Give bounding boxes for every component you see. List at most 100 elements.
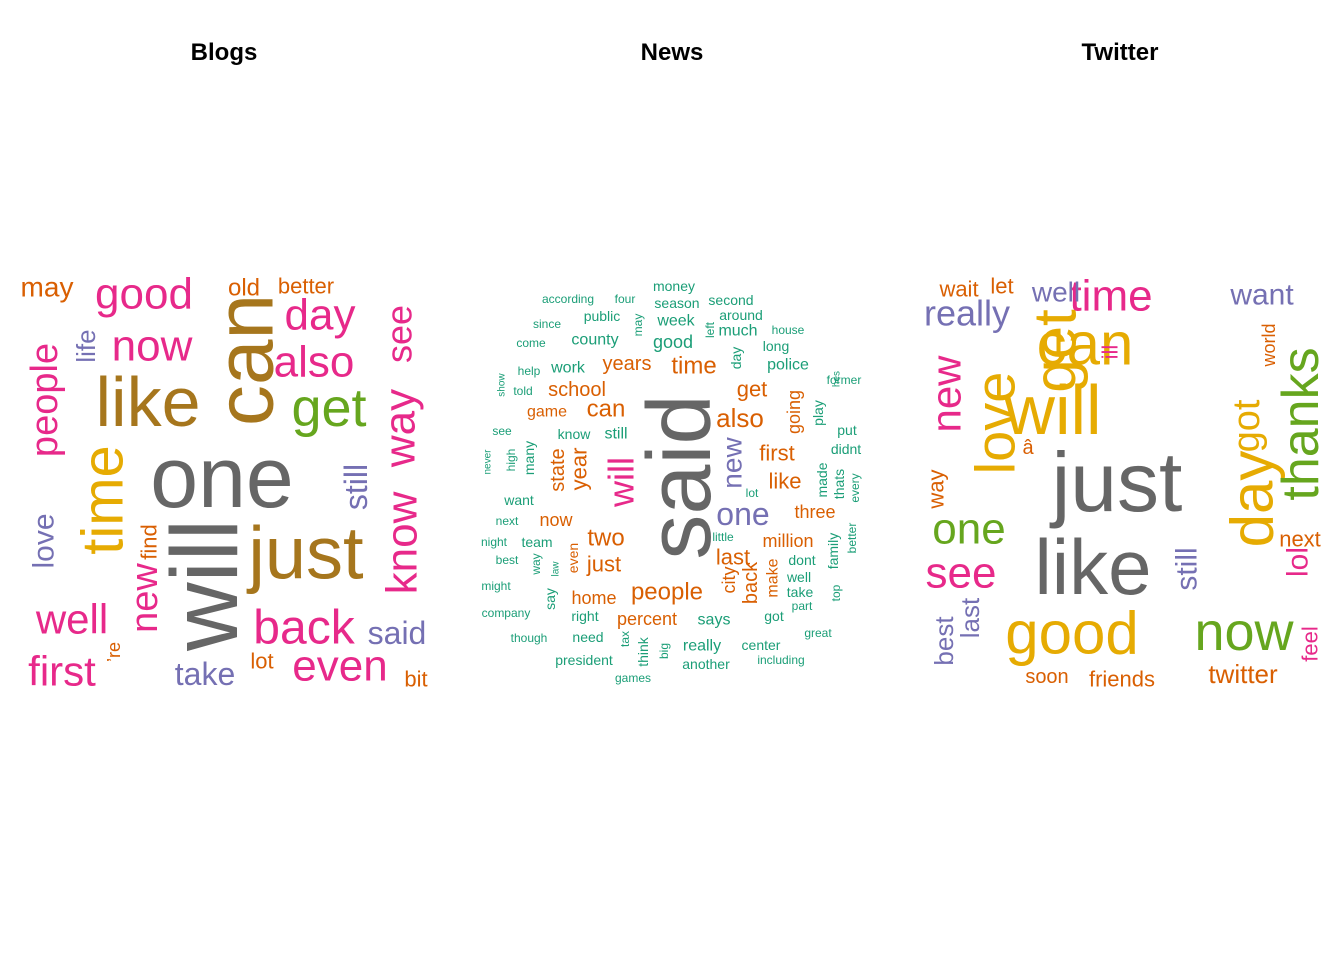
news-word-company: company xyxy=(482,606,531,620)
news-word-around: around xyxy=(719,307,763,323)
twitter-panel: Twitter just like will can get love good day got… xyxy=(896,0,1344,960)
news-word-time: time xyxy=(671,353,716,380)
news-word-percent: percent xyxy=(617,609,677,629)
news-word-money: money xyxy=(653,278,695,294)
twitter-title: Twitter xyxy=(1081,39,1159,66)
news-word-city: city xyxy=(719,567,739,594)
twitter-word-next: next xyxy=(1279,527,1321,552)
blogs-word-like: like xyxy=(95,363,200,441)
news-word-really: really xyxy=(683,638,721,655)
news-word-might: might xyxy=(481,579,511,593)
blogs-title: Blogs xyxy=(190,39,258,66)
blogs-word-back: back xyxy=(253,602,355,655)
twitter-word-best: best xyxy=(929,616,959,666)
blogs-panel: Blogs will one can like just time get good now da… xyxy=(0,0,448,960)
news-word-even: even xyxy=(565,543,581,573)
news-word-long: long xyxy=(763,338,789,354)
twitter-word-wait: wait xyxy=(938,277,978,302)
news-word-tax: tax xyxy=(618,631,632,647)
news-word-game: game xyxy=(527,404,567,421)
twitter-word-lol: lol xyxy=(1282,547,1315,577)
twitter-word-let: let xyxy=(990,274,1013,299)
news-word-house: house xyxy=(772,323,805,337)
news-word-big: big xyxy=(657,643,671,659)
news-word-one: one xyxy=(716,496,769,532)
twitter-word-one: one xyxy=(932,505,1005,554)
news-word-since: since xyxy=(533,317,561,331)
news-word-million: million xyxy=(762,531,813,551)
news-word-public: public xyxy=(584,308,621,324)
news-word-first: first xyxy=(759,441,794,466)
news-word-well: well xyxy=(786,569,811,585)
blogs-word-time: time xyxy=(71,445,136,555)
twitter-word-last: last xyxy=(955,597,985,638)
blogs-word-get: get xyxy=(291,378,366,438)
news-word-never: never xyxy=(483,449,494,475)
news-word-president: president xyxy=(555,652,613,668)
news-word-come: come xyxy=(516,336,546,350)
news-word-see: see xyxy=(492,424,512,438)
news-word-going: going xyxy=(784,390,804,434)
twitter-word-world: world xyxy=(1259,323,1279,367)
news-word-top: top xyxy=(829,584,843,601)
twitter-word-see: see xyxy=(926,549,997,598)
news-word-better: better xyxy=(845,523,859,554)
news-word-according: according xyxy=(542,292,594,306)
blogs-word-one: one xyxy=(150,430,294,526)
news-word-know: know xyxy=(558,426,592,442)
news-word-last: last xyxy=(716,545,750,570)
twitter-word-can: can xyxy=(1037,311,1134,378)
news-word-got: got xyxy=(764,608,784,624)
twitter-word-really: really xyxy=(924,293,1010,334)
news-word-new: new xyxy=(717,437,748,489)
news-word-will: will xyxy=(601,457,642,508)
twitter-word-time: time xyxy=(1069,272,1152,321)
news-title: News xyxy=(640,39,704,66)
news-word-get: get xyxy=(737,377,768,402)
news-word-though: though xyxy=(511,631,548,645)
news-word-part: part xyxy=(792,599,813,613)
news-word-lot: lot xyxy=(746,486,759,500)
news-word-years: years xyxy=(603,353,652,375)
blogs-word-lot: lot xyxy=(250,649,273,674)
news-word-hes: hes xyxy=(832,371,843,387)
news-word-law: law xyxy=(551,561,562,577)
news-word-week: week xyxy=(656,313,695,330)
news-word-another: another xyxy=(682,656,730,672)
news-word-four: four xyxy=(615,292,636,306)
twitter-word-get: get xyxy=(1022,309,1089,393)
news-word-year: year xyxy=(567,448,592,491)
blogs-word-just: just xyxy=(246,512,364,595)
news-word-night: night xyxy=(481,535,508,549)
news-word-made: made xyxy=(814,462,830,497)
blogs-word-well: well xyxy=(35,596,108,643)
blogs-word-still: still xyxy=(338,464,374,510)
news-word-little: little xyxy=(712,530,734,544)
twitter-word-now: now xyxy=(1194,602,1294,662)
twitter-word-new: new xyxy=(923,355,970,433)
twitter-word-thanks: thanks xyxy=(1272,347,1330,500)
news-word-back: back xyxy=(740,561,762,604)
news-word-help: help xyxy=(518,364,541,378)
news-word-dont: dont xyxy=(788,552,815,568)
blogs-word-new: new xyxy=(124,563,166,633)
blogs-word-re: ’re xyxy=(104,642,124,662)
news-word-family: family xyxy=(825,533,841,570)
blogs-word-also: also xyxy=(274,338,355,387)
twitter-word-still: still xyxy=(1171,547,1204,590)
twitter-word-love: love xyxy=(964,372,1027,475)
blogs-word-love: love xyxy=(28,513,61,568)
blogs-word-better: better xyxy=(278,274,334,299)
news-word-make: make xyxy=(765,558,782,597)
blogs-word-day: day xyxy=(285,291,356,340)
news-word-high: high xyxy=(504,449,518,472)
news-word-three: three xyxy=(794,502,835,522)
blogs-word-said: said xyxy=(368,615,427,651)
news-word-people: people xyxy=(631,579,703,606)
blogs-word-even: even xyxy=(292,642,387,691)
news-word-former: former xyxy=(827,373,862,387)
twitter-word-twitter: twitter xyxy=(1208,659,1278,689)
news-word-take: take xyxy=(787,584,814,600)
